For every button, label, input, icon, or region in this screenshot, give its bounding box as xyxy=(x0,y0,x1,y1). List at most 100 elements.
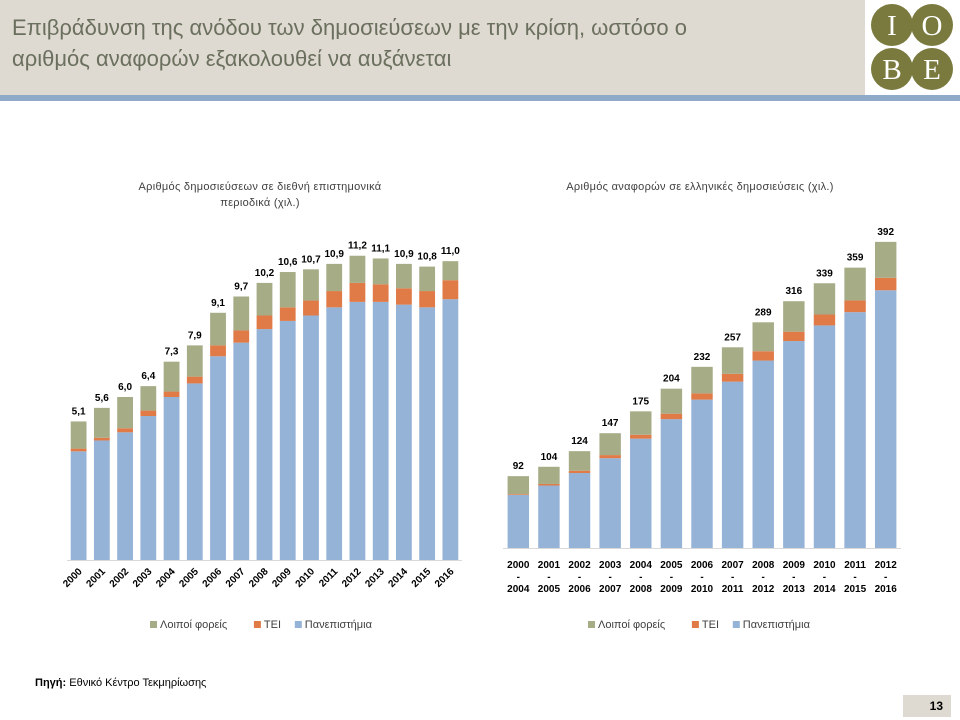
chart1-bar-Λοιποί φορείς-15 xyxy=(419,266,436,292)
chart1-bar-Λοιποί φορείς-9 xyxy=(279,272,296,308)
chart1-tick-label: 2007 xyxy=(224,566,248,590)
chart1-bar-Λοιποί φορείς-14 xyxy=(396,263,412,289)
chart2-tick-label: - xyxy=(762,572,765,583)
chart2-tick-label: 2007 xyxy=(599,584,622,595)
chart2-bar-Πανεπιστήμια-8 xyxy=(752,360,774,548)
chart2-tick-label: - xyxy=(578,572,581,583)
chart1-bar-Λοιποί φορείς-4 xyxy=(163,361,180,392)
chart1-bar-Πανεπιστήμια-8 xyxy=(256,329,273,560)
chart2-bar-Λοιποί φορείς-9 xyxy=(783,301,805,332)
chart2-tick-label: 2006 xyxy=(568,584,591,595)
chart2-bar-Πανεπιστήμια-12 xyxy=(874,290,897,548)
chart2-bar-Πανεπιστήμια-0 xyxy=(507,494,530,548)
slide-title: Επιβράδυνση της ανόδου των δημοσιεύσεων … xyxy=(12,12,852,74)
chart1-bar-Λοιποί φορείς-12 xyxy=(349,255,366,283)
chart2-bar-ΤΕΙ-4 xyxy=(630,434,652,439)
chart1-legend-label: ΤΕΙ xyxy=(264,619,281,631)
chart2-bar-Πανεπιστήμια-4 xyxy=(630,438,652,548)
chart1-bar-Πανεπιστήμια-15 xyxy=(419,307,436,560)
chart2-tick-label: 2006 xyxy=(691,560,714,571)
chart1-bar-Πανεπιστήμια-12 xyxy=(349,301,366,560)
chart2-bar-Λοιποί φορείς-4 xyxy=(630,411,652,435)
chart1-total-label: 11,1 xyxy=(371,243,390,254)
chart1-bar-Πανεπιστήμια-3 xyxy=(140,416,157,560)
chart2-bar-Λοιποί φορείς-6 xyxy=(691,366,713,394)
source-label: Πηγή: xyxy=(35,677,67,689)
chart2-bar-ΤΕΙ-5 xyxy=(660,413,683,420)
chart2-tick-label: 2003 xyxy=(599,560,622,571)
chart1-bar-Πανεπιστήμια-4 xyxy=(163,397,180,560)
chart1-legend-label: Πανεπιστήμια xyxy=(305,619,373,631)
chart1-total-label: 6,0 xyxy=(118,382,132,393)
chart2-total-label: 289 xyxy=(755,307,772,318)
chart1-tick-label: 2016 xyxy=(433,566,457,590)
chart1-bar-ΤΕΙ-1 xyxy=(93,437,110,441)
chart1-tick-label: 2004 xyxy=(154,566,178,590)
chart1-total-label: 10,2 xyxy=(255,268,275,279)
chart2-bar-Λοιποί φορείς-12 xyxy=(874,241,897,278)
chart2-tick-label: 2008 xyxy=(630,584,653,595)
chart2-bar-ΤΕΙ-10 xyxy=(813,314,836,326)
title-banner: Επιβράδυνση της ανόδου των δημοσιεύσεων … xyxy=(0,0,865,95)
chart2-total-label: 359 xyxy=(847,253,864,264)
source-text: Εθνικό Κέντρο Τεκμηρίωσης xyxy=(69,677,207,689)
chart2-bar-ΤΕΙ-12 xyxy=(874,277,897,291)
chart1-legend-swatch xyxy=(294,621,302,628)
chart2-total-label: 232 xyxy=(694,352,711,363)
chart1-bar-ΤΕΙ-6 xyxy=(210,345,226,357)
chart1-bar-Πανεπιστήμια-2 xyxy=(117,432,133,560)
logo-circle-i xyxy=(871,4,913,46)
chart2-bar-Λοιποί φορείς-5 xyxy=(660,388,683,414)
chart1-tick-label: 2008 xyxy=(247,566,271,590)
chart1-tick-label: 2002 xyxy=(108,566,132,590)
logo-circle-o xyxy=(911,4,953,46)
chart2-bar-Πανεπιστήμια-9 xyxy=(783,341,805,548)
chart1-total-label: 10,7 xyxy=(301,254,321,265)
chart1-bar-Λοιποί φορείς-5 xyxy=(186,345,203,377)
chart1-tick-label: 2005 xyxy=(177,566,201,590)
chart2-bar-ΤΕΙ-7 xyxy=(721,373,744,382)
chart1-tick-label: 2011 xyxy=(317,566,340,589)
chart1-title-line1: Αριθμός δημοσιεύσεων σε διεθνή επιστημον… xyxy=(139,181,382,193)
chart1-total-label: 5,1 xyxy=(72,406,86,417)
chart2-tick-label: 2005 xyxy=(538,584,561,595)
chart2-total-label: 92 xyxy=(513,461,525,472)
chart2-total-label: 392 xyxy=(877,227,894,238)
chart1-bar-Πανεπιστήμια-14 xyxy=(396,304,412,560)
chart1-bar-ΤΕΙ-8 xyxy=(256,315,273,330)
chart2-tick-label: 2004 xyxy=(630,560,653,571)
chart1-bar-Λοιποί φορείς-16 xyxy=(442,261,459,281)
chart2-bar-ΤΕΙ-2 xyxy=(568,470,591,474)
logo-circle-e xyxy=(911,48,953,90)
chart1-bar-Λοιποί φορείς-10 xyxy=(303,269,319,301)
chart1-tick-label: 2006 xyxy=(201,566,225,590)
chart2-bar-ΤΕΙ-0 xyxy=(507,494,530,495)
chart2-bar-Πανεπιστήμια-11 xyxy=(844,312,866,548)
publications-chart: Αριθμός δημοσιεύσεων σε διεθνή επιστημον… xyxy=(55,170,465,645)
chart1-bar-ΤΕΙ-13 xyxy=(372,284,389,302)
chart2-legend-swatch xyxy=(588,621,595,628)
logo-letter-i: I xyxy=(887,10,897,42)
chart1-bar-Λοιποί φορείς-11 xyxy=(326,263,343,292)
chart2-bar-Λοιποί φορείς-11 xyxy=(844,267,866,301)
chart2-total-label: 147 xyxy=(602,418,619,429)
chart1-total-label: 5,6 xyxy=(95,393,109,404)
chart2-tick-label: - xyxy=(517,572,520,583)
chart1-total-label: 11,0 xyxy=(441,246,460,257)
chart1-bar-ΤΕΙ-16 xyxy=(442,280,459,300)
chart1-bar-ΤΕΙ-12 xyxy=(349,282,366,302)
chart2-bar-Λοιποί φορείς-2 xyxy=(568,451,591,471)
chart2-bar-ΤΕΙ-11 xyxy=(844,300,866,313)
source-note: Πηγή: Εθνικό Κέντρο Τεκμηρίωσης xyxy=(35,677,206,689)
chart2-tick-label: - xyxy=(792,572,795,583)
slide-title-line2: αριθμός αναφορών εξακολουθεί να αυξάνετα… xyxy=(12,46,452,71)
chart2-tick-label: 2015 xyxy=(844,584,867,595)
chart2-tick-label: 2004 xyxy=(507,584,530,595)
chart2-tick-label: - xyxy=(731,572,734,583)
chart1-total-label: 11,2 xyxy=(348,241,367,252)
chart2-bar-Λοιποί φορείς-0 xyxy=(507,476,530,495)
chart2-total-label: 124 xyxy=(571,436,588,447)
header-divider xyxy=(0,95,960,101)
chart1-bar-Πανεπιστήμια-16 xyxy=(442,299,459,560)
chart1-bar-Λοιποί φορείς-3 xyxy=(140,386,157,411)
